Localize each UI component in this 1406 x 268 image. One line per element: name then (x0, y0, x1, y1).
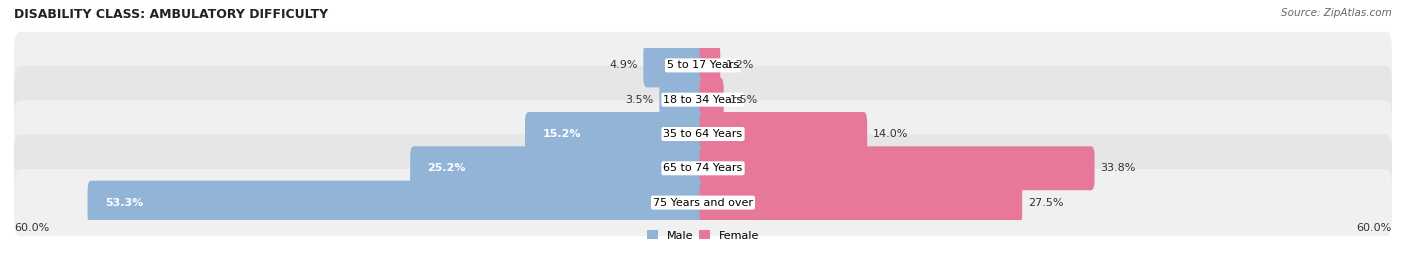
FancyBboxPatch shape (411, 146, 706, 190)
Text: 65 to 74 Years: 65 to 74 Years (664, 163, 742, 173)
Text: DISABILITY CLASS: AMBULATORY DIFFICULTY: DISABILITY CLASS: AMBULATORY DIFFICULTY (14, 8, 328, 21)
Text: 60.0%: 60.0% (14, 223, 49, 233)
Text: Source: ZipAtlas.com: Source: ZipAtlas.com (1281, 8, 1392, 18)
Text: 15.2%: 15.2% (543, 129, 581, 139)
Text: 18 to 34 Years: 18 to 34 Years (664, 95, 742, 105)
FancyBboxPatch shape (14, 32, 1392, 99)
Text: 1.2%: 1.2% (725, 60, 755, 70)
FancyBboxPatch shape (700, 112, 868, 156)
Text: 25.2%: 25.2% (427, 163, 465, 173)
FancyBboxPatch shape (700, 43, 720, 87)
Text: 14.0%: 14.0% (873, 129, 908, 139)
FancyBboxPatch shape (644, 43, 706, 87)
Text: 60.0%: 60.0% (1357, 223, 1392, 233)
FancyBboxPatch shape (14, 169, 1392, 236)
Text: 75 Years and over: 75 Years and over (652, 198, 754, 208)
FancyBboxPatch shape (87, 181, 706, 225)
Text: 27.5%: 27.5% (1028, 198, 1063, 208)
FancyBboxPatch shape (524, 112, 706, 156)
Text: 35 to 64 Years: 35 to 64 Years (664, 129, 742, 139)
FancyBboxPatch shape (700, 181, 1022, 225)
FancyBboxPatch shape (700, 146, 1094, 190)
Legend: Male, Female: Male, Female (643, 226, 763, 245)
FancyBboxPatch shape (14, 66, 1392, 133)
Text: 5 to 17 Years: 5 to 17 Years (666, 60, 740, 70)
FancyBboxPatch shape (14, 135, 1392, 202)
Text: 4.9%: 4.9% (609, 60, 637, 70)
Text: 33.8%: 33.8% (1101, 163, 1136, 173)
FancyBboxPatch shape (659, 78, 706, 122)
Text: 1.5%: 1.5% (730, 95, 758, 105)
Text: 3.5%: 3.5% (626, 95, 654, 105)
FancyBboxPatch shape (700, 78, 724, 122)
Text: 53.3%: 53.3% (105, 198, 143, 208)
FancyBboxPatch shape (14, 100, 1392, 168)
